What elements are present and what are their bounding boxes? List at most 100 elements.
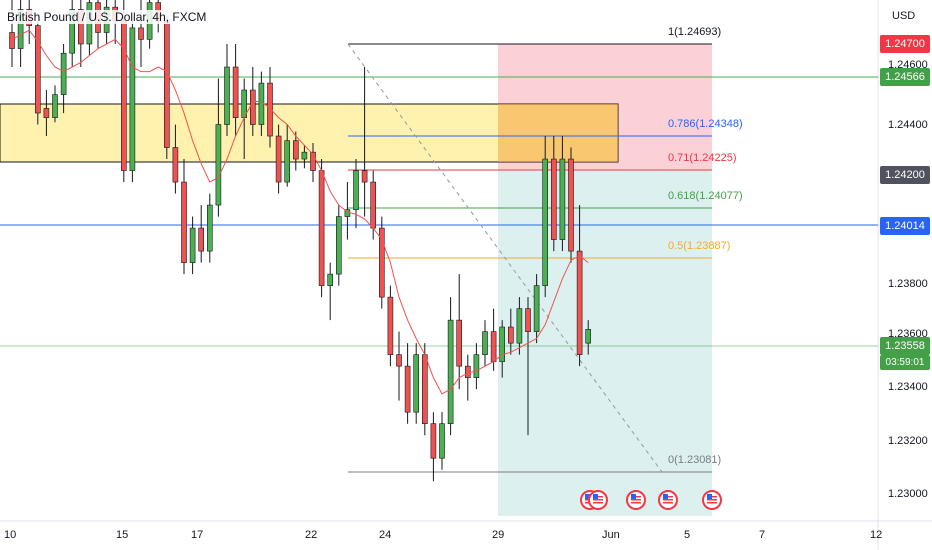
flag-stripe: [663, 499, 673, 501]
fib-label-071: 0.71(1.24225): [668, 152, 737, 164]
time-label: 10: [4, 529, 16, 541]
price-label: 1.23000: [888, 488, 928, 500]
currency-label[interactable]: USD: [892, 10, 916, 22]
candle[interactable]: [318, 170, 325, 286]
flag-canton: [631, 494, 636, 499]
candle[interactable]: [482, 331, 488, 355]
candle[interactable]: [250, 89, 256, 125]
candle[interactable]: [387, 296, 394, 355]
candle[interactable]: [17, 9, 24, 49]
candle[interactable]: [447, 319, 454, 424]
symbol-title[interactable]: British Pound / U.S. Dollar, 4h, FXCM: [4, 10, 210, 24]
green-price-tag: 1.24566: [880, 68, 930, 86]
flag-stripe: [593, 502, 603, 504]
gray-price-tag: 1.24200: [880, 166, 930, 184]
time-label: 17: [191, 529, 203, 541]
candle[interactable]: [490, 331, 497, 362]
candle[interactable]: [430, 423, 437, 459]
candle[interactable]: [353, 170, 359, 210]
time-label: 29: [492, 529, 504, 541]
candle[interactable]: [292, 140, 299, 160]
time-label: 24: [379, 529, 391, 541]
candle[interactable]: [9, 32, 15, 49]
fib-label-0: 0(1.23081): [668, 454, 721, 466]
candle[interactable]: [301, 151, 308, 160]
candle[interactable]: [335, 216, 342, 275]
candle[interactable]: [361, 170, 368, 183]
fib-label-0618: 0.618(1.24077): [668, 190, 743, 202]
time-axis[interactable]: 10 15 17 22 24 29 Jun 5 7 12: [4, 529, 882, 541]
candle[interactable]: [464, 365, 471, 378]
candle[interactable]: [370, 181, 377, 229]
time-label: Jun: [602, 529, 620, 541]
candle[interactable]: [198, 227, 204, 252]
fib-label-0786: 0.786(1.24348): [668, 118, 743, 130]
candle[interactable]: [310, 151, 316, 171]
flag-canton: [663, 494, 668, 499]
candle[interactable]: [568, 158, 574, 252]
candle[interactable]: [129, 27, 136, 171]
red-price-tag: 1.24700: [880, 35, 930, 53]
candle[interactable]: [327, 273, 334, 286]
candle[interactable]: [473, 354, 480, 378]
time-label: 5: [684, 529, 690, 541]
candle[interactable]: [232, 66, 239, 118]
candle[interactable]: [78, 9, 84, 45]
candle[interactable]: [542, 158, 549, 286]
flag-stripe: [631, 502, 641, 504]
candle[interactable]: [585, 329, 592, 344]
candle[interactable]: [224, 66, 230, 125]
flag-stripe: [707, 502, 717, 504]
candle[interactable]: [404, 365, 411, 413]
flag-canton: [585, 494, 590, 499]
candle[interactable]: [258, 82, 265, 125]
time-label: 22: [305, 529, 317, 541]
economic-events[interactable]: [580, 490, 722, 510]
candle[interactable]: [121, 20, 127, 171]
time-label: 12: [870, 529, 882, 541]
take-profit-zone[interactable]: [498, 170, 712, 516]
candle[interactable]: [516, 308, 523, 344]
candle[interactable]: [284, 140, 291, 183]
candle[interactable]: [499, 326, 506, 362]
price-label: 1.23200: [888, 435, 928, 447]
flag-stripe: [707, 499, 717, 501]
candle[interactable]: [172, 147, 179, 183]
candle[interactable]: [576, 250, 583, 355]
zone-overlap: [498, 104, 618, 162]
candle[interactable]: [456, 319, 463, 367]
price-label: 1.23400: [888, 381, 928, 393]
fib-label-05: 0.5(1.23887): [668, 240, 730, 252]
candle[interactable]: [533, 285, 540, 332]
candle[interactable]: [507, 326, 514, 344]
candle[interactable]: [189, 227, 196, 263]
flag-stripe: [663, 502, 673, 504]
candle[interactable]: [267, 82, 273, 137]
candle[interactable]: [421, 354, 428, 424]
candle[interactable]: [43, 108, 50, 118]
candle[interactable]: [215, 124, 222, 206]
candle[interactable]: [439, 423, 445, 459]
candle[interactable]: [378, 227, 385, 298]
flag-canton: [707, 494, 712, 499]
candle[interactable]: [181, 181, 187, 263]
fibonacci-retracement[interactable]: 1(1.24693) 0.786(1.24348) 0.71(1.24225) …: [347, 26, 743, 473]
candle[interactable]: [413, 354, 420, 413]
candle[interactable]: [164, 20, 170, 148]
candle[interactable]: [34, 25, 41, 114]
price-axis[interactable]: 1.24600 1.24400 1.23800 1.23600 1.23400 …: [888, 59, 928, 500]
candle[interactable]: [60, 52, 67, 95]
candle[interactable]: [275, 135, 282, 183]
moving-average-line: [11, 29, 589, 395]
candle[interactable]: [207, 204, 213, 252]
candle[interactable]: [52, 94, 58, 118]
candle[interactable]: [559, 158, 566, 240]
candle[interactable]: [69, 9, 75, 54]
candle[interactable]: [396, 354, 402, 367]
candle[interactable]: [550, 158, 557, 240]
fib-label-1: 1(1.24693): [668, 26, 721, 38]
candle[interactable]: [138, 27, 144, 40]
candle[interactable]: [525, 308, 531, 332]
flag-stripe: [593, 499, 603, 501]
